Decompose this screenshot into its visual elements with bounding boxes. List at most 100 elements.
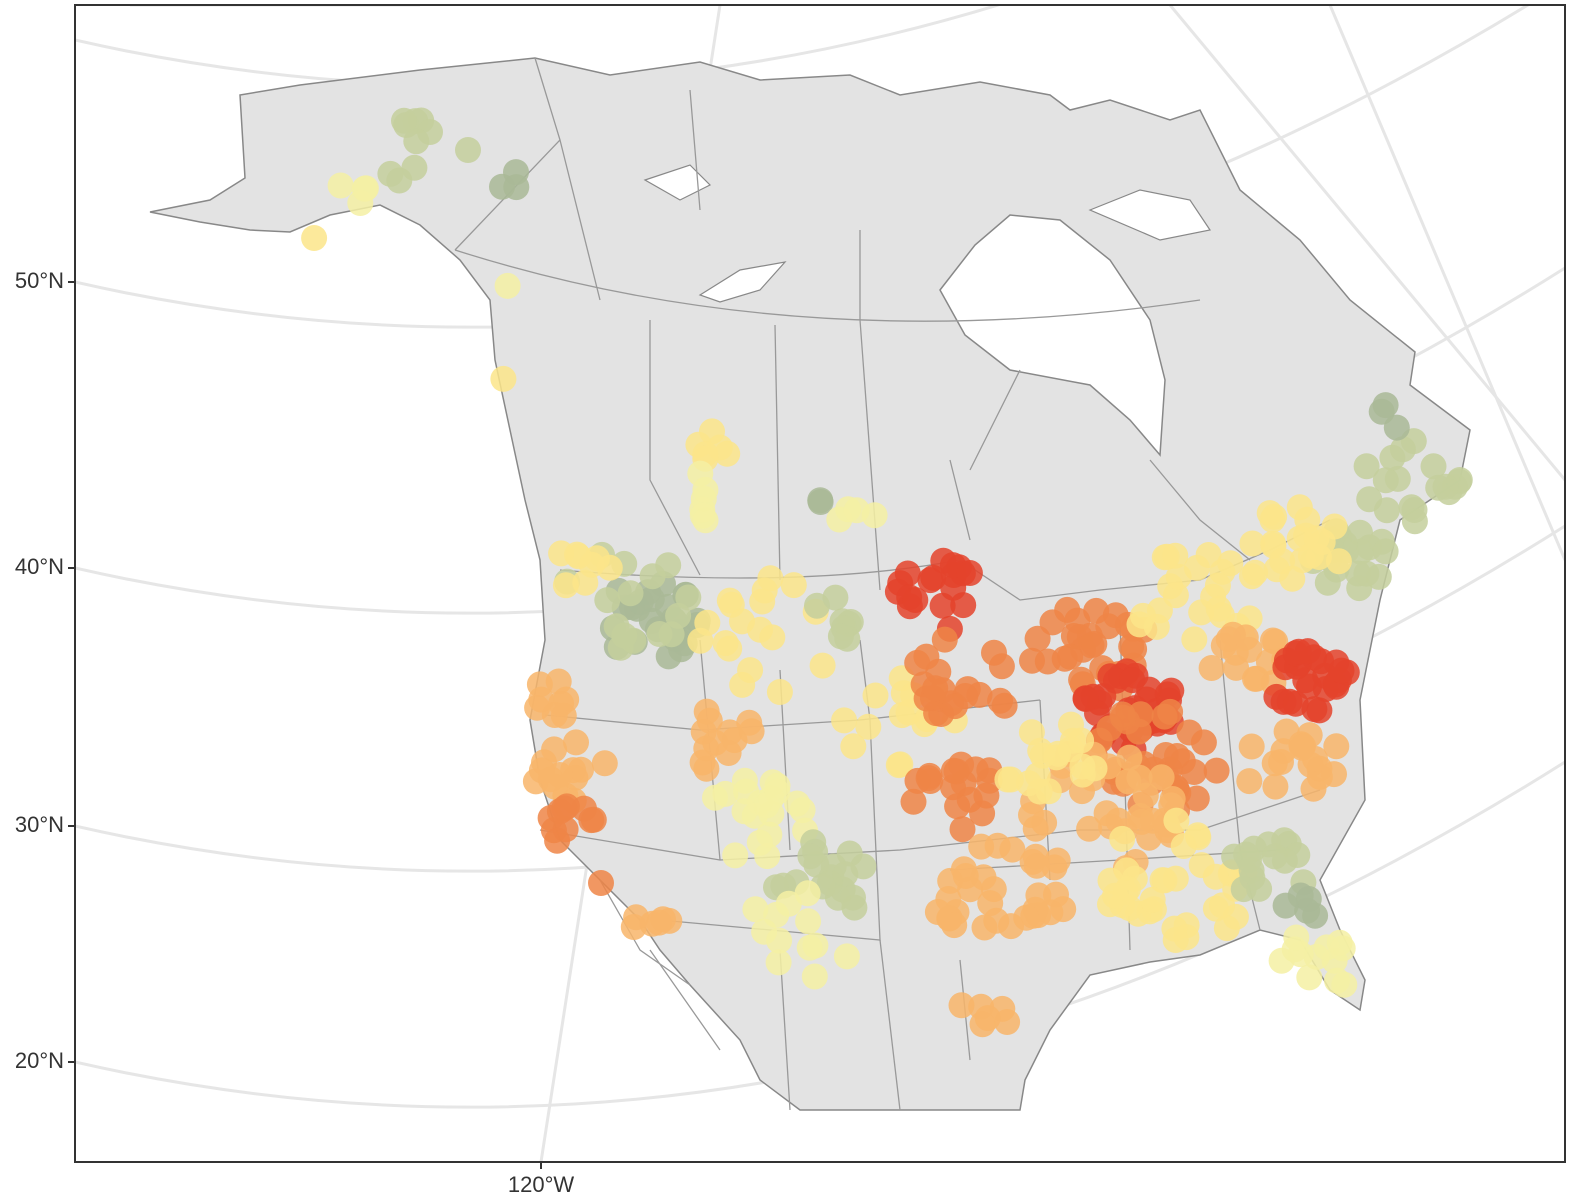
observation-dot — [733, 778, 760, 805]
observation-dot — [1054, 596, 1081, 623]
observation-dot — [1024, 625, 1051, 652]
observation-dot — [816, 869, 843, 896]
observation-dot — [929, 592, 956, 619]
observation-dot — [766, 927, 793, 954]
observation-dot — [1389, 436, 1416, 463]
observation-dot — [1148, 764, 1175, 791]
observation-dot — [999, 836, 1026, 863]
observation-dot — [1213, 915, 1240, 942]
observation-dot — [716, 635, 743, 662]
island-gap — [643, 164, 1211, 303]
observation-dot — [1372, 392, 1399, 419]
observation-dot — [1162, 542, 1189, 569]
observation-dot — [1151, 703, 1178, 730]
observation-dot — [563, 729, 589, 756]
observation-dot — [764, 778, 791, 805]
observation-dot — [1113, 857, 1140, 884]
observation-dot — [1314, 569, 1341, 596]
observation-dot — [455, 137, 481, 163]
observation-dot — [840, 884, 866, 911]
observation-dot — [1236, 636, 1263, 663]
observation-dot — [393, 112, 420, 138]
observation-dot — [1296, 964, 1323, 991]
observation-dot — [611, 622, 638, 649]
observation-dot — [885, 752, 912, 779]
observation-dot — [809, 652, 836, 679]
observation-dot — [840, 733, 867, 760]
observation-dot — [1282, 690, 1309, 717]
observation-dot — [1093, 800, 1120, 827]
observation-dot — [1401, 508, 1428, 535]
observation-dot — [1162, 927, 1189, 953]
observation-dot — [1045, 740, 1072, 767]
observation-dot — [862, 682, 889, 709]
observation-dot — [983, 907, 1010, 934]
observation-dot — [1285, 638, 1312, 665]
observation-dot — [1294, 897, 1321, 924]
observation-dot — [1246, 875, 1273, 902]
observation-dot — [766, 679, 793, 705]
observation-dot — [731, 798, 758, 825]
observation-dot — [490, 365, 517, 392]
observation-dot — [966, 681, 993, 708]
observation-dot — [301, 225, 328, 251]
observation-dot — [1069, 761, 1096, 788]
observation-dot — [1321, 761, 1347, 788]
observation-dot — [1149, 867, 1176, 894]
observation-dot — [1164, 743, 1190, 769]
observation-dot — [694, 609, 721, 636]
observation-dot — [784, 790, 811, 817]
observation-dot — [1181, 626, 1208, 653]
observation-dot — [646, 621, 673, 647]
observation-dot — [1323, 733, 1350, 760]
observation-dot — [1170, 833, 1197, 859]
observation-dot — [620, 914, 647, 940]
observation-dot — [712, 780, 739, 807]
observation-dot — [1044, 847, 1071, 874]
observation-dot — [494, 272, 521, 299]
observation-dot — [1384, 465, 1411, 492]
observation-dot — [1198, 655, 1225, 681]
observation-dot — [1163, 807, 1190, 834]
axes: 50°N 40°N 30°N 20°N 120°W — [15, 268, 575, 1197]
observation-dot — [541, 736, 568, 763]
observation-dot — [718, 591, 745, 618]
observation-dot — [1119, 667, 1146, 694]
observation-dot — [646, 909, 673, 936]
observation-dot — [1272, 892, 1299, 919]
observation-dot — [742, 896, 769, 923]
observation-dot — [544, 827, 571, 854]
observation-dot — [541, 702, 568, 728]
observation-dot — [715, 740, 742, 766]
observation-dot — [1420, 453, 1447, 480]
observation-dot — [1238, 733, 1265, 760]
observation-dot — [1139, 886, 1166, 913]
observation-dot — [1289, 734, 1315, 761]
observation-dot — [693, 755, 720, 782]
observation-dot — [1202, 863, 1229, 890]
observation-dot — [970, 864, 997, 891]
observation-dot — [949, 816, 976, 843]
observation-dot — [994, 766, 1021, 793]
observation-dot — [948, 992, 975, 1019]
observation-dot — [1372, 538, 1399, 565]
observation-dot — [578, 807, 605, 834]
observation-dot — [1190, 729, 1217, 756]
observation-dot — [950, 592, 977, 619]
observation-dot — [981, 639, 1007, 666]
observation-dot — [969, 800, 996, 827]
observation-dot — [675, 584, 702, 611]
parallel — [75, 5, 1003, 87]
observation-dot — [1331, 971, 1358, 998]
observation-dot — [692, 476, 719, 503]
observation-dot — [1283, 924, 1310, 951]
observation-dot — [1353, 453, 1380, 480]
observation-dot — [722, 842, 749, 869]
observation-dot — [801, 963, 828, 990]
observation-dot — [1217, 550, 1244, 577]
observation-dot — [942, 693, 968, 720]
observation-dot — [1128, 808, 1155, 835]
observation-dot — [746, 829, 773, 856]
observation-dot — [1329, 935, 1356, 962]
